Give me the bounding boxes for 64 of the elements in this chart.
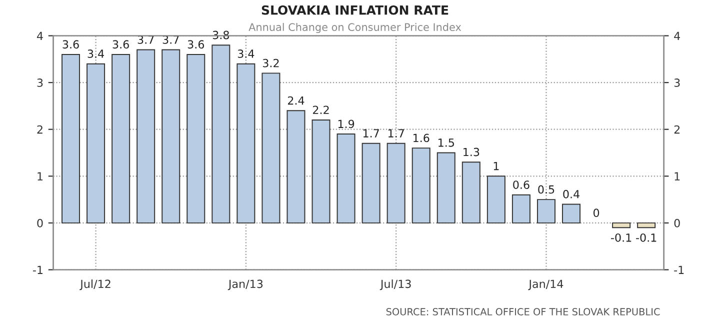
data-label: 0 xyxy=(593,208,600,218)
bar xyxy=(512,194,530,224)
chart-title: SLOVAKIA INFLATION RATE xyxy=(262,5,448,15)
bar xyxy=(286,110,306,224)
x-tick-label: Jul/13 xyxy=(380,279,411,290)
y2-tick-label: 0 xyxy=(674,218,680,228)
y-tick-label: -1 xyxy=(32,266,42,274)
data-label: 0.6 xyxy=(513,180,530,189)
chart-subtitle: Annual Change on Consumer Price Index xyxy=(248,22,462,34)
data-label: 3.4 xyxy=(238,50,254,58)
bar xyxy=(312,120,330,224)
bar xyxy=(637,222,656,228)
bar xyxy=(186,54,206,224)
y2-tick-label: 3 xyxy=(674,78,680,87)
bar xyxy=(212,44,230,224)
bar xyxy=(112,54,130,224)
data-label: 1.3 xyxy=(464,148,480,156)
y-tick-label: 3 xyxy=(37,78,43,87)
x-tick-label: Jan/14 xyxy=(528,280,564,290)
bar xyxy=(486,176,506,224)
bar xyxy=(362,142,380,224)
bar xyxy=(262,72,280,224)
x-tick-label: Jul/12 xyxy=(80,279,110,290)
bar xyxy=(562,204,581,224)
data-label: 3.8 xyxy=(212,30,229,40)
bar xyxy=(412,148,430,224)
source-note: SOURCE: STATISTICAL OFFICE OF THE SLOVAK REPUBLIC xyxy=(386,308,660,316)
data-label: -0.1 xyxy=(636,233,656,242)
data-label: 3.6 xyxy=(62,40,79,49)
data-label: 1 xyxy=(494,162,499,170)
x-tick-label: Jan/13 xyxy=(228,280,263,290)
y2-tick-label: 4 xyxy=(674,32,680,40)
data-label: 1.5 xyxy=(438,138,454,147)
bar xyxy=(162,49,180,224)
bar xyxy=(612,222,631,228)
bar xyxy=(136,49,156,224)
bar xyxy=(536,199,556,224)
data-label: 0.5 xyxy=(538,185,554,194)
y-tick-label: 0 xyxy=(37,218,43,228)
data-label: 1.6 xyxy=(413,134,430,142)
data-label: 3.6 xyxy=(188,40,204,49)
y2-tick-label: 1 xyxy=(674,172,680,180)
data-label: 0.4 xyxy=(563,190,580,198)
y-tick-label: 4 xyxy=(37,32,43,40)
bar xyxy=(62,54,80,224)
bar xyxy=(436,152,456,224)
data-label: 3.6 xyxy=(112,40,129,49)
data-label: 1.9 xyxy=(338,120,354,128)
bar xyxy=(86,63,106,224)
data-label: -0.1 xyxy=(611,233,632,242)
bar xyxy=(462,162,480,224)
data-label: 2.2 xyxy=(312,106,329,114)
data-label: 1.7 xyxy=(363,129,379,138)
bar xyxy=(236,63,256,224)
data-label: 3.4 xyxy=(88,50,104,58)
data-label: 1.7 xyxy=(388,129,404,138)
data-label: 3.2 xyxy=(262,58,279,68)
y-tick-label: 1 xyxy=(38,172,42,180)
y-tick-label: 2 xyxy=(37,125,42,134)
data-label: 2.4 xyxy=(288,96,304,105)
y2-tick-label: -1 xyxy=(674,266,684,274)
bar xyxy=(336,134,356,224)
bar xyxy=(386,142,406,224)
y2-tick-label: 2 xyxy=(674,125,680,134)
